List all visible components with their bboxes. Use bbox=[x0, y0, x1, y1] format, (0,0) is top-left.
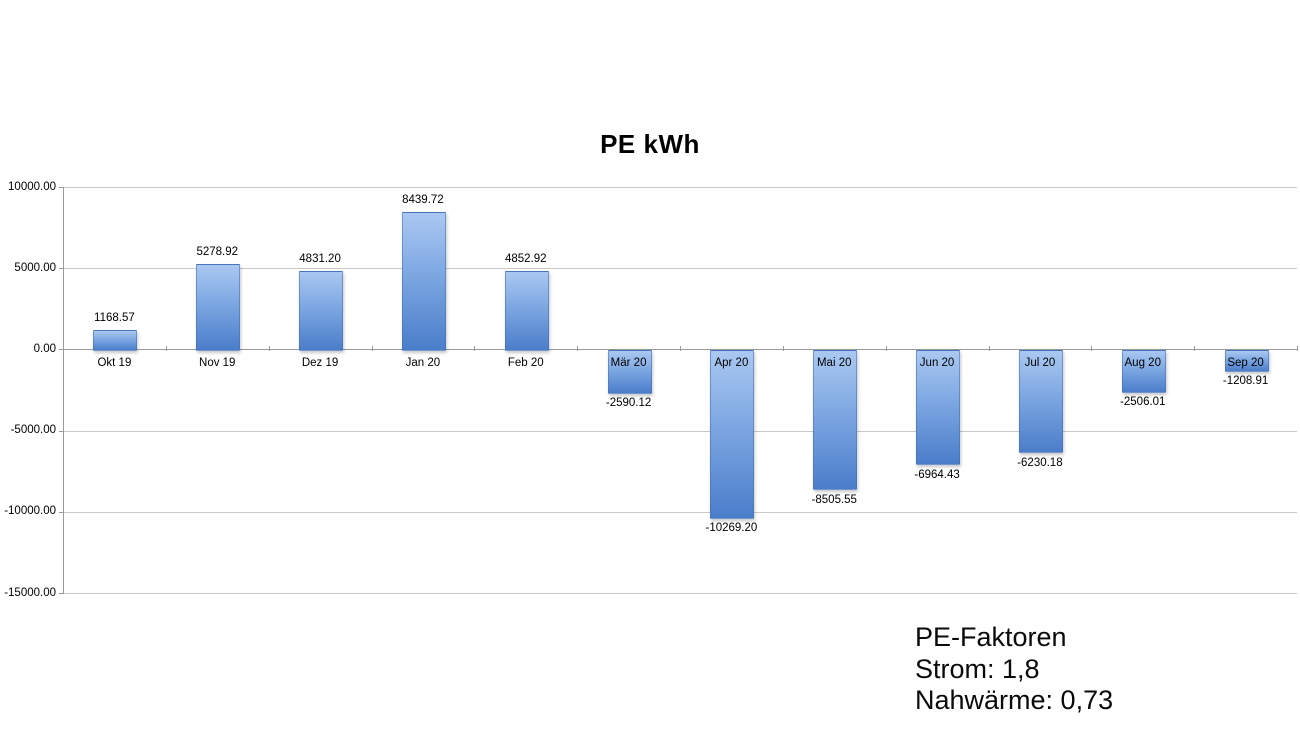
bar-data-label: 8439.72 bbox=[402, 194, 444, 207]
x-axis-tick bbox=[1091, 345, 1093, 351]
bar-dez-19 bbox=[299, 270, 344, 352]
category-label: Mai 20 bbox=[816, 357, 852, 369]
y-axis-label: -10000.00 bbox=[4, 505, 56, 518]
y-axis-tick bbox=[59, 187, 63, 188]
y-axis-label: 10000.00 bbox=[8, 180, 56, 193]
y-axis-tick bbox=[59, 593, 63, 594]
category-label: Jun 20 bbox=[919, 357, 955, 369]
bar-data-label: 5278.92 bbox=[196, 245, 239, 258]
gridline bbox=[63, 593, 1297, 594]
bar-data-label: -8505.55 bbox=[811, 493, 857, 506]
bar-feb-20 bbox=[504, 270, 549, 352]
bar-data-label: -2506.01 bbox=[1120, 396, 1166, 409]
y-axis-label: 5000.00 bbox=[14, 261, 56, 274]
gridline bbox=[63, 187, 1297, 188]
bar-mär-20 bbox=[607, 349, 652, 394]
category-label: Jan 20 bbox=[405, 357, 441, 369]
bar-data-label: 1168.57 bbox=[94, 312, 135, 325]
annotation-line-1: PE-Faktoren bbox=[915, 622, 1067, 652]
category-label: Jul 20 bbox=[1024, 357, 1056, 369]
x-axis-tick bbox=[782, 345, 784, 351]
bar-data-label: -6230.18 bbox=[1017, 456, 1063, 469]
bar-data-label: -10269.20 bbox=[705, 522, 758, 535]
x-axis-tick bbox=[680, 345, 681, 351]
bar-aug-20 bbox=[1121, 349, 1166, 393]
x-axis-tick bbox=[63, 345, 64, 351]
y-axis-label: -15000.00 bbox=[4, 586, 56, 599]
y-axis-line bbox=[63, 187, 64, 594]
category-label: Dez 19 bbox=[301, 357, 339, 369]
x-axis-tick bbox=[1194, 345, 1196, 351]
bar-jun-20 bbox=[916, 349, 961, 465]
category-label: Apr 20 bbox=[714, 357, 749, 369]
gridline bbox=[63, 430, 1297, 432]
category-label: Aug 20 bbox=[1124, 357, 1161, 369]
x-axis-tick bbox=[371, 345, 373, 351]
x-axis-tick bbox=[885, 345, 887, 351]
bar-jan-20 bbox=[401, 212, 446, 352]
x-axis-tick bbox=[1297, 345, 1298, 351]
category-label: Feb 20 bbox=[507, 357, 544, 369]
x-axis-tick bbox=[268, 345, 270, 351]
bar-jul-20 bbox=[1018, 349, 1063, 454]
x-axis-tick bbox=[474, 345, 476, 351]
annotation-line-2: Strom: 1,8 bbox=[915, 653, 1040, 684]
category-label: Sep 20 bbox=[1227, 357, 1264, 369]
gridline bbox=[63, 268, 1297, 270]
gridline bbox=[63, 511, 1297, 513]
category-label: Nov 19 bbox=[199, 357, 236, 369]
y-axis-tick bbox=[59, 349, 63, 351]
bar-data-label: -6964.43 bbox=[914, 468, 960, 481]
chart-title: PE kWh bbox=[600, 129, 700, 159]
y-axis-tick bbox=[59, 511, 63, 513]
annotation-line-3: Nahwärme: 0,73 bbox=[915, 685, 1114, 715]
y-axis-label: 0.00 bbox=[33, 342, 56, 355]
bar-data-label: -2590.12 bbox=[605, 397, 652, 410]
bar-apr-20 bbox=[710, 349, 755, 519]
category-label: Mär 20 bbox=[610, 357, 647, 369]
y-axis-tick bbox=[59, 430, 63, 432]
bar-data-label: 4852.92 bbox=[504, 252, 547, 265]
category-label: Okt 19 bbox=[97, 357, 132, 369]
pe-factors-annotation: PE-Faktoren Strom: 1,8 Nahwärme: 0,73 bbox=[915, 622, 1113, 717]
bar-mai-20 bbox=[813, 349, 858, 491]
x-axis-tick bbox=[577, 345, 579, 351]
bar-nov-19 bbox=[196, 263, 241, 352]
x-axis-tick bbox=[988, 345, 990, 351]
y-axis-tick bbox=[59, 268, 63, 270]
bar-sep-20 bbox=[1224, 349, 1269, 372]
bar-okt-19 bbox=[93, 330, 138, 352]
x-axis-tick bbox=[165, 345, 167, 351]
bar-data-label: -1208.91 bbox=[1222, 375, 1269, 388]
y-axis-label: -5000.00 bbox=[10, 424, 56, 437]
bar-data-label: 4831.20 bbox=[299, 252, 341, 265]
